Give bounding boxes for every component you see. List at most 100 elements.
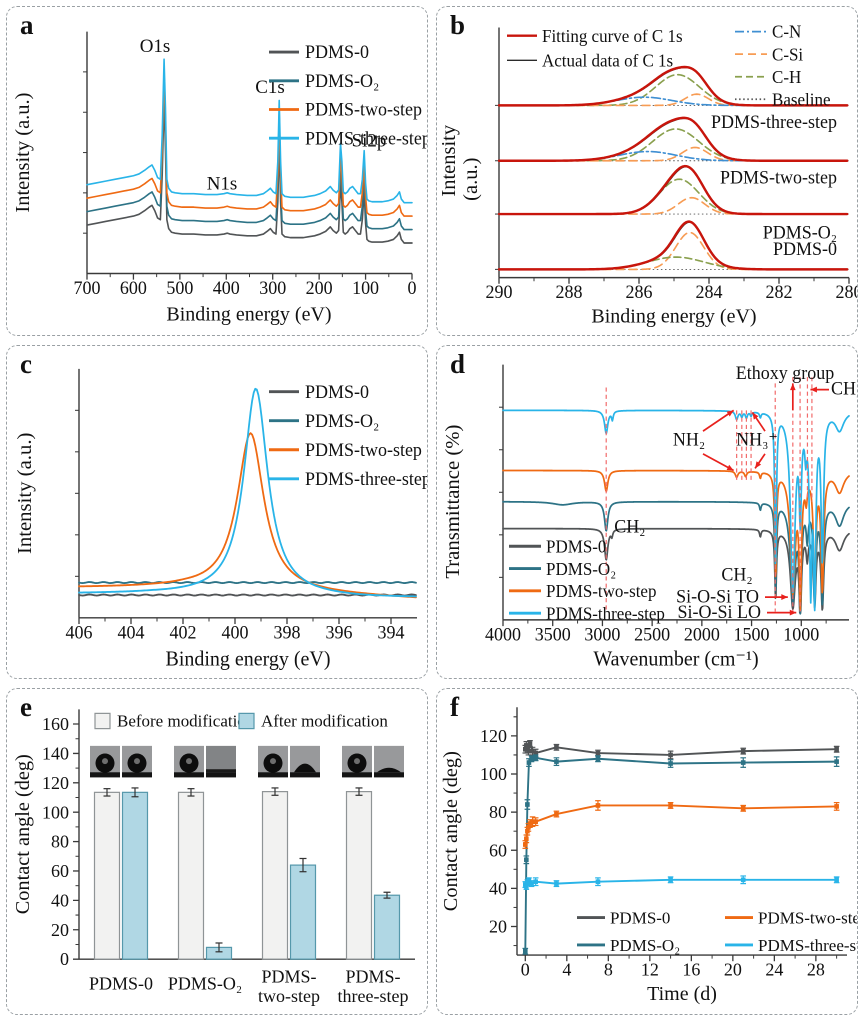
y-tick-label: 20 bbox=[51, 920, 69, 940]
x-tick-label: 406 bbox=[66, 622, 93, 642]
data-marker bbox=[526, 825, 531, 830]
group-label: PDMS-two-step bbox=[720, 167, 837, 187]
annotation-ch2-bottom: CH₂ bbox=[721, 564, 752, 584]
x-tick-label: 2000 bbox=[684, 624, 720, 644]
arrow-head bbox=[755, 461, 762, 469]
x-tick-label: 100 bbox=[352, 278, 379, 298]
x-axis-label: Wavenumber (cm⁻¹) bbox=[593, 648, 758, 670]
x-axis-label: Binding energy (eV) bbox=[166, 303, 331, 325]
annotation-nh3: NH₃⁺ bbox=[736, 429, 778, 449]
category-label: three-step bbox=[338, 986, 409, 1006]
data-marker bbox=[523, 842, 528, 847]
series-PDMS-three-step bbox=[78, 387, 417, 598]
x-tick-label: 288 bbox=[556, 282, 583, 302]
legend-label: C-N bbox=[772, 23, 802, 42]
data-marker bbox=[526, 760, 532, 765]
group-label: PDMS-0 bbox=[773, 239, 837, 259]
x-tick-label: 286 bbox=[626, 282, 653, 302]
x-tick-label: 290 bbox=[486, 282, 513, 302]
fitting-curve bbox=[497, 220, 849, 271]
x-tick-label: 1000 bbox=[783, 624, 819, 644]
legend-label: PDMS-three-step bbox=[758, 936, 857, 955]
legend-label: Fitting curve of C 1s bbox=[542, 27, 683, 46]
category-label: PDMS-0 bbox=[89, 974, 153, 994]
x-tick-label: 400 bbox=[213, 278, 240, 298]
panel-c-letter: c bbox=[20, 349, 32, 379]
x-tick-label: 400 bbox=[222, 622, 249, 642]
panel-a-letter: a bbox=[20, 10, 34, 40]
x-axis-label: Binding energy (eV) bbox=[591, 305, 756, 327]
arrow-head bbox=[790, 383, 796, 391]
data-marker bbox=[834, 804, 839, 809]
y-axis-label: Contact angle (deg) bbox=[440, 751, 462, 911]
y-tick-label: 40 bbox=[51, 890, 69, 910]
x-tick-label: 396 bbox=[326, 622, 353, 642]
data-marker bbox=[526, 748, 531, 754]
panel-c: c 406 404 402 400 398 396 394 Binding energy (e… bbox=[6, 345, 428, 679]
legend-label: Actual data of C 1s bbox=[542, 51, 673, 70]
data-marker bbox=[525, 828, 530, 834]
data-marker bbox=[530, 748, 535, 754]
x-tick-label: 282 bbox=[766, 282, 793, 302]
x-tick-label: 3000 bbox=[584, 624, 620, 644]
data-marker bbox=[668, 752, 673, 758]
data-marker bbox=[595, 879, 601, 885]
data-marker bbox=[668, 877, 673, 883]
series-PDMS-three-step bbox=[524, 878, 838, 888]
peak-label: N1s bbox=[207, 173, 238, 194]
series-PDMS-0 bbox=[524, 742, 838, 756]
x-axis-label: Binding energy (eV) bbox=[165, 648, 330, 670]
x-tick-label: 20 bbox=[724, 959, 742, 979]
data-marker bbox=[595, 756, 601, 762]
series-PDMS-three-step bbox=[502, 409, 850, 612]
annotation-ch3: CH₃ bbox=[831, 378, 857, 398]
data-marker bbox=[533, 755, 538, 761]
data-marker bbox=[834, 759, 839, 764]
x-tick-label: 2500 bbox=[634, 624, 670, 644]
y-tick-label: 120 bbox=[42, 773, 69, 793]
x-tick-label: 16 bbox=[682, 959, 700, 979]
data-marker bbox=[529, 881, 534, 886]
legend-label: PDMS-O₂ bbox=[610, 936, 680, 955]
annotation-ch2: CH₂ bbox=[614, 516, 645, 536]
panel-d-letter: d bbox=[450, 349, 466, 379]
arrow-head bbox=[752, 412, 759, 420]
data-marker bbox=[525, 802, 530, 807]
peak-label: O1s bbox=[140, 36, 171, 57]
category-label: PDMS-O₂ bbox=[168, 974, 242, 994]
legend-label: PDMS-0 bbox=[305, 382, 369, 402]
x-tick-label: 404 bbox=[118, 622, 145, 642]
y-tick-label: 40 bbox=[489, 878, 507, 898]
x-tick-label: 4000 bbox=[485, 624, 521, 644]
data-marker bbox=[834, 746, 839, 752]
arrow-head bbox=[789, 609, 797, 616]
annotation-sio-lo: Si-O-Si LO bbox=[678, 602, 761, 622]
legend-swatch-after bbox=[238, 712, 255, 730]
x-tick-label: 12 bbox=[641, 959, 659, 979]
arrow-head bbox=[781, 594, 788, 600]
data-marker bbox=[527, 741, 533, 746]
data-marker bbox=[524, 857, 529, 863]
y-axis-label: Intensity (a.u.) bbox=[14, 433, 36, 554]
arrow-head bbox=[810, 386, 817, 393]
series-PDMS-three-step bbox=[86, 58, 413, 204]
x-tick-label: 1500 bbox=[734, 624, 770, 644]
x-tick-label: 3500 bbox=[535, 624, 571, 644]
panel-b: b 290 288 286 284 282 280 Binding energy (eV) I… bbox=[436, 6, 858, 336]
legend-label: PDMS-three-step bbox=[305, 128, 427, 148]
x-tick-label: 700 bbox=[74, 278, 101, 298]
category-label: PDMS- bbox=[262, 966, 317, 986]
panel-a: a 700 600 500 400 300 200 100 0 Binding energy (… bbox=[6, 6, 428, 336]
panel-d: d 4000 3500 3000 2500 2000 1500 1000 Wavenumber… bbox=[436, 345, 858, 679]
y-axis-label: Contact angle (deg) bbox=[12, 754, 34, 914]
data-marker bbox=[740, 748, 746, 754]
x-tick-label: 402 bbox=[170, 622, 197, 642]
legend-label: PDMS-0 bbox=[305, 42, 369, 62]
y-tick-label: 100 bbox=[42, 802, 69, 822]
category-label: two-step bbox=[258, 986, 320, 1006]
y-tick-label: 140 bbox=[42, 743, 69, 763]
series-PDMS-two-step bbox=[524, 804, 838, 846]
legend-swatch-before bbox=[94, 712, 111, 730]
data-marker bbox=[668, 761, 673, 766]
legend-label: Baseline bbox=[772, 90, 831, 109]
